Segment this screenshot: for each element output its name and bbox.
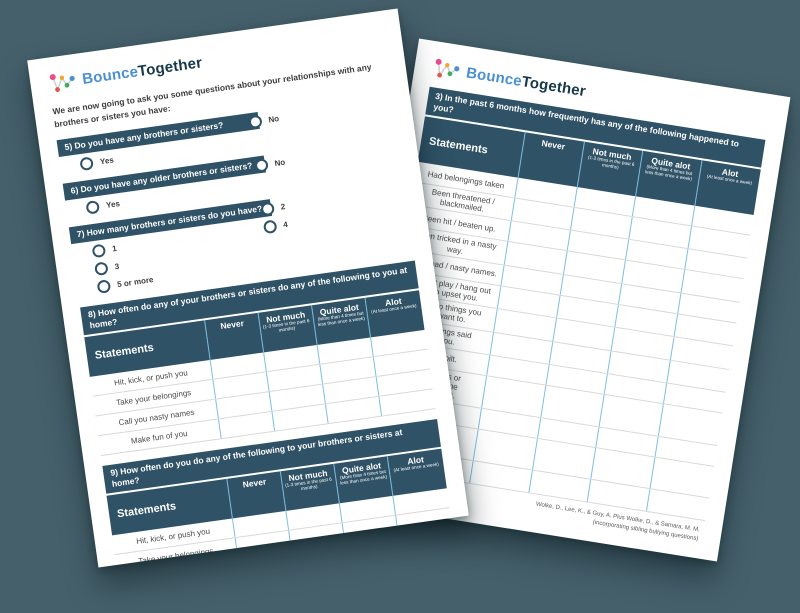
radio-icon[interactable] xyxy=(91,243,107,258)
answer-cell[interactable] xyxy=(238,550,295,568)
brand-name-together: Together xyxy=(520,72,588,100)
answer-cell[interactable] xyxy=(345,535,402,562)
bounce-logo: BounceTogether xyxy=(431,55,771,132)
radio-icon[interactable] xyxy=(85,199,101,215)
radio-option-2[interactable]: 2 xyxy=(259,199,286,217)
brand-name: BounceTogether xyxy=(81,54,203,88)
radio-icon[interactable] xyxy=(253,157,269,173)
answer-cell[interactable] xyxy=(402,548,458,568)
radio-icon[interactable] xyxy=(247,114,263,129)
radio-icon[interactable] xyxy=(96,278,112,294)
brand-name-bounce: Bounce xyxy=(465,63,524,90)
questionnaire-page-left: BounceTogether We are now going to ask y… xyxy=(27,8,469,568)
radio-icon[interactable] xyxy=(93,261,109,276)
question-6-options-right: No xyxy=(253,151,286,173)
answer-cell[interactable] xyxy=(291,542,348,568)
bounce-logo-icon xyxy=(435,58,460,78)
bounce-logo: BounceTogether xyxy=(47,25,385,96)
brand-name-together: Together xyxy=(136,53,204,80)
answer-cell[interactable] xyxy=(399,528,455,554)
answer-cell[interactable] xyxy=(294,562,351,568)
questionnaire-page-right: BounceTogether 3) In the past 6 months h… xyxy=(345,38,791,562)
question-7-options-right: 2 4 xyxy=(259,196,288,235)
radio-icon[interactable] xyxy=(79,155,94,171)
bounce-logo-icon xyxy=(49,74,75,92)
radio-icon[interactable] xyxy=(262,219,278,234)
radio-icon[interactable] xyxy=(259,201,275,216)
brand-name: BounceTogether xyxy=(465,64,587,100)
radio-option-no[interactable]: No xyxy=(253,154,286,173)
question-5-options-right: No xyxy=(247,108,280,130)
answer-cell[interactable] xyxy=(348,555,405,568)
radio-option-no[interactable]: No xyxy=(247,111,280,130)
brand-name-bounce: Bounce xyxy=(81,62,140,88)
